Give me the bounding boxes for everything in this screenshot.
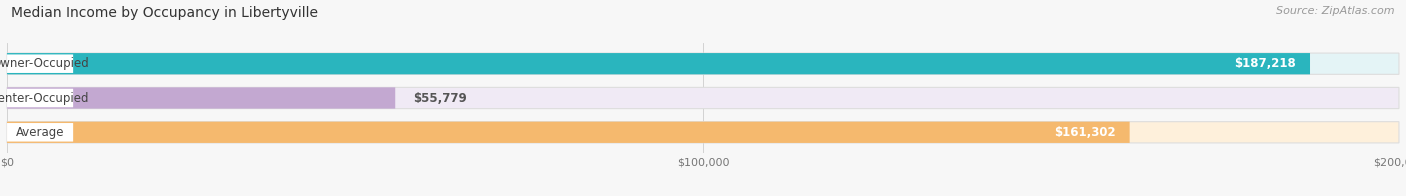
Text: $55,779: $55,779 bbox=[412, 92, 467, 104]
Text: $161,302: $161,302 bbox=[1054, 126, 1116, 139]
FancyBboxPatch shape bbox=[7, 53, 1399, 74]
FancyBboxPatch shape bbox=[7, 54, 73, 73]
Text: $187,218: $187,218 bbox=[1234, 57, 1296, 70]
FancyBboxPatch shape bbox=[7, 123, 73, 142]
FancyBboxPatch shape bbox=[7, 87, 1399, 109]
Text: Median Income by Occupancy in Libertyville: Median Income by Occupancy in Libertyvil… bbox=[11, 6, 318, 20]
FancyBboxPatch shape bbox=[7, 89, 73, 107]
FancyBboxPatch shape bbox=[7, 122, 1399, 143]
FancyBboxPatch shape bbox=[7, 87, 395, 109]
Text: Source: ZipAtlas.com: Source: ZipAtlas.com bbox=[1277, 6, 1395, 16]
Text: Average: Average bbox=[15, 126, 65, 139]
Text: Owner-Occupied: Owner-Occupied bbox=[0, 57, 89, 70]
Text: Renter-Occupied: Renter-Occupied bbox=[0, 92, 90, 104]
FancyBboxPatch shape bbox=[7, 122, 1129, 143]
FancyBboxPatch shape bbox=[7, 53, 1310, 74]
